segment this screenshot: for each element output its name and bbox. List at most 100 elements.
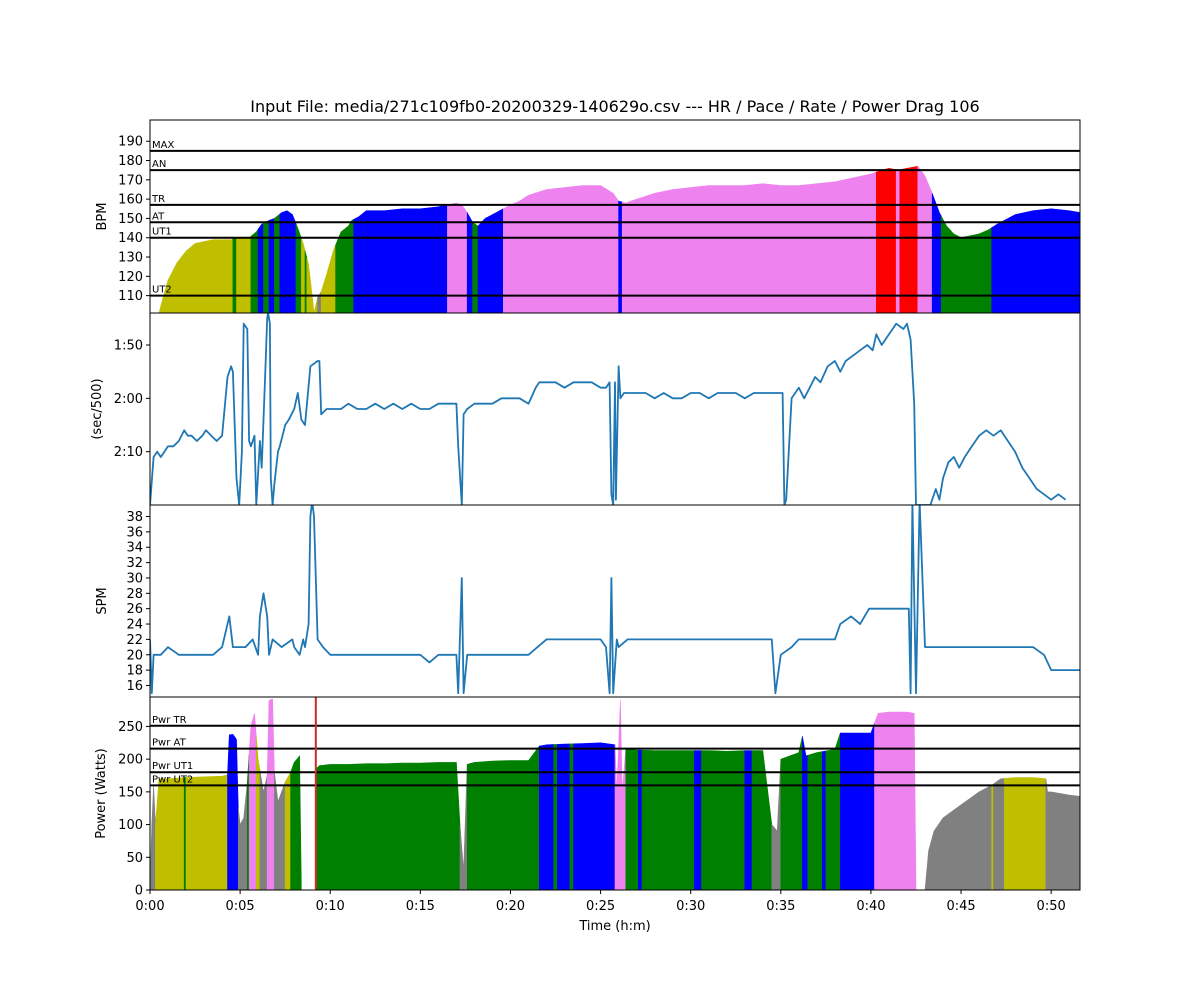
power-zone-ut1-35 <box>825 732 841 890</box>
spm-ytick-label-10: 36 <box>126 525 143 540</box>
hr-plot-area <box>150 165 1080 313</box>
power-ytick-label-3: 150 <box>118 785 143 800</box>
power-zone-ut1-25 <box>641 749 695 890</box>
pace-ylabel: (sec/500) <box>90 378 105 439</box>
hr-zone-ut2-2 <box>236 235 252 313</box>
spm-series-line <box>150 505 1080 695</box>
power-zone-rest-42 <box>1045 778 1080 890</box>
x-tick-label-9: 0:45 <box>946 899 975 914</box>
hr-ytick-label-2: 130 <box>118 251 143 266</box>
hr-zone-ut1-5 <box>263 219 270 313</box>
hr-zone-at-21 <box>484 208 504 313</box>
hr-zone-at-4 <box>257 222 264 313</box>
power-ytick-label-2: 100 <box>118 818 143 833</box>
x-tick-label-7: 0:35 <box>766 899 795 914</box>
hr-zone-tr-28 <box>917 165 933 313</box>
spm-plot-area <box>150 505 1080 695</box>
x-tick-label-4: 0:20 <box>496 899 525 914</box>
x-axis-label: Time (h:m) <box>578 919 650 934</box>
spm-ytick-label-2: 20 <box>126 648 143 663</box>
power-zone-at-17 <box>539 744 554 890</box>
spm-ytick-label-8: 32 <box>126 556 143 571</box>
hr-ytick-label-8: 190 <box>118 135 143 150</box>
power-zone-ut1-31 <box>780 736 803 890</box>
spm-ytick-label-3: 22 <box>126 633 143 648</box>
power-zone-ut2-1 <box>155 777 185 890</box>
power-zone-at-21 <box>573 742 616 890</box>
hr-zone-tr-24 <box>621 171 877 313</box>
power-ylabel: Power (Watts) <box>94 748 109 839</box>
hr-zone-label-1: AN <box>152 159 166 170</box>
hr-zone-at-18 <box>466 211 473 313</box>
hr-zone-label-5: UT2 <box>152 285 172 296</box>
pace-ytick-label-1: 2:00 <box>114 392 143 407</box>
power-zone-tr-7 <box>248 713 257 890</box>
power-zone-ut2-3 <box>185 774 228 890</box>
x-tick-label-0: 0:00 <box>135 899 164 914</box>
pace-ytick-label-0: 1:50 <box>114 339 143 354</box>
pace-panel: 1:50 2:00 2:10 (sec/500) <box>90 312 1081 506</box>
power-zone-ut1-18 <box>553 744 558 890</box>
power-zone-at-19 <box>557 743 571 890</box>
power-zone-rest-0 <box>150 785 156 890</box>
hr-zone-at-31 <box>991 208 1080 313</box>
hr-zone-label-4: UT1 <box>152 227 172 238</box>
pace-ytick-label-2: 2:10 <box>114 445 143 460</box>
pace-plot-area <box>150 313 1067 505</box>
x-tick-label-3: 0:15 <box>406 899 435 914</box>
figure-title: Input File: media/271c109fb0-20200329-14… <box>250 97 979 116</box>
power-zone-ut1-23 <box>625 748 639 890</box>
hr-ytick-label-5: 160 <box>118 193 143 208</box>
x-tick-label-1: 0:05 <box>226 899 255 914</box>
hr-zone-ut1-19 <box>472 221 479 313</box>
hr-ytick-label-1: 120 <box>118 270 143 285</box>
power-zone-label-0: Pwr TR <box>152 715 187 726</box>
hr-zone-label-2: TR <box>151 194 165 205</box>
x-tick-label-8: 0:40 <box>856 899 885 914</box>
pace-series-line <box>150 313 1067 505</box>
hr-zone-an-27 <box>899 165 919 313</box>
power-zone-label-3: Pwr UT2 <box>152 774 193 785</box>
power-zone-at-36 <box>840 723 875 890</box>
power-zone-at-32 <box>802 736 809 890</box>
spm-ytick-label-0: 16 <box>126 679 143 694</box>
power-zone-rest-15 <box>459 764 468 890</box>
power-zone-ut2-12 <box>284 772 291 890</box>
hr-zone-ut1-3 <box>250 228 259 313</box>
spm-ytick-label-7: 30 <box>126 571 143 586</box>
hr-ytick-label-6: 170 <box>118 173 143 188</box>
x-tick-label-2: 0:10 <box>316 899 345 914</box>
power-panel: Pwr TR Pwr AT Pwr UT1 Pwr UT2 0 50 100 150 200 25… <box>94 696 1081 934</box>
power-zone-label-2: Pwr UT1 <box>152 761 193 772</box>
power-ytick-label-4: 200 <box>118 753 143 768</box>
power-zone-ut1-16 <box>466 745 540 890</box>
hr-ylabel: BPM <box>95 203 110 231</box>
power-zone-tr-37 <box>874 711 917 890</box>
spm-ytick-label-9: 34 <box>126 541 143 556</box>
hr-zone-ut2-10 <box>301 238 306 313</box>
spm-ytick-label-11: 38 <box>126 510 143 525</box>
power-zone-ut1-14 <box>315 762 461 890</box>
power-zone-ut1-13 <box>290 755 302 890</box>
power-zone-ut2-8 <box>256 736 261 890</box>
power-zone-tr-10 <box>266 698 275 890</box>
power-frame <box>149 696 1081 891</box>
power-zone-ut1-20 <box>569 743 574 890</box>
hr-zone-at-20 <box>477 217 486 313</box>
hr-ytick-label-4: 150 <box>118 212 143 227</box>
hr-zone-label-0: MAX <box>152 140 174 151</box>
spm-ytick-label-6: 28 <box>126 587 143 602</box>
hr-zone-an-25 <box>876 167 897 313</box>
power-zone-ut2-41 <box>1004 777 1047 890</box>
power-zone-at-24 <box>638 749 643 890</box>
power-ytick-label-5: 250 <box>118 720 143 735</box>
power-zone-rest-5 <box>238 782 248 890</box>
power-ytick-label-0: 0 <box>135 884 143 899</box>
hr-zone-ut1-1 <box>232 237 237 313</box>
spm-ytick-label-5: 26 <box>126 602 143 617</box>
spm-ylabel: SPM <box>95 587 110 614</box>
power-zone-at-4 <box>227 733 239 890</box>
hr-zone-label-3: AT <box>152 211 165 222</box>
hr-ytick-label-7: 180 <box>118 154 143 169</box>
